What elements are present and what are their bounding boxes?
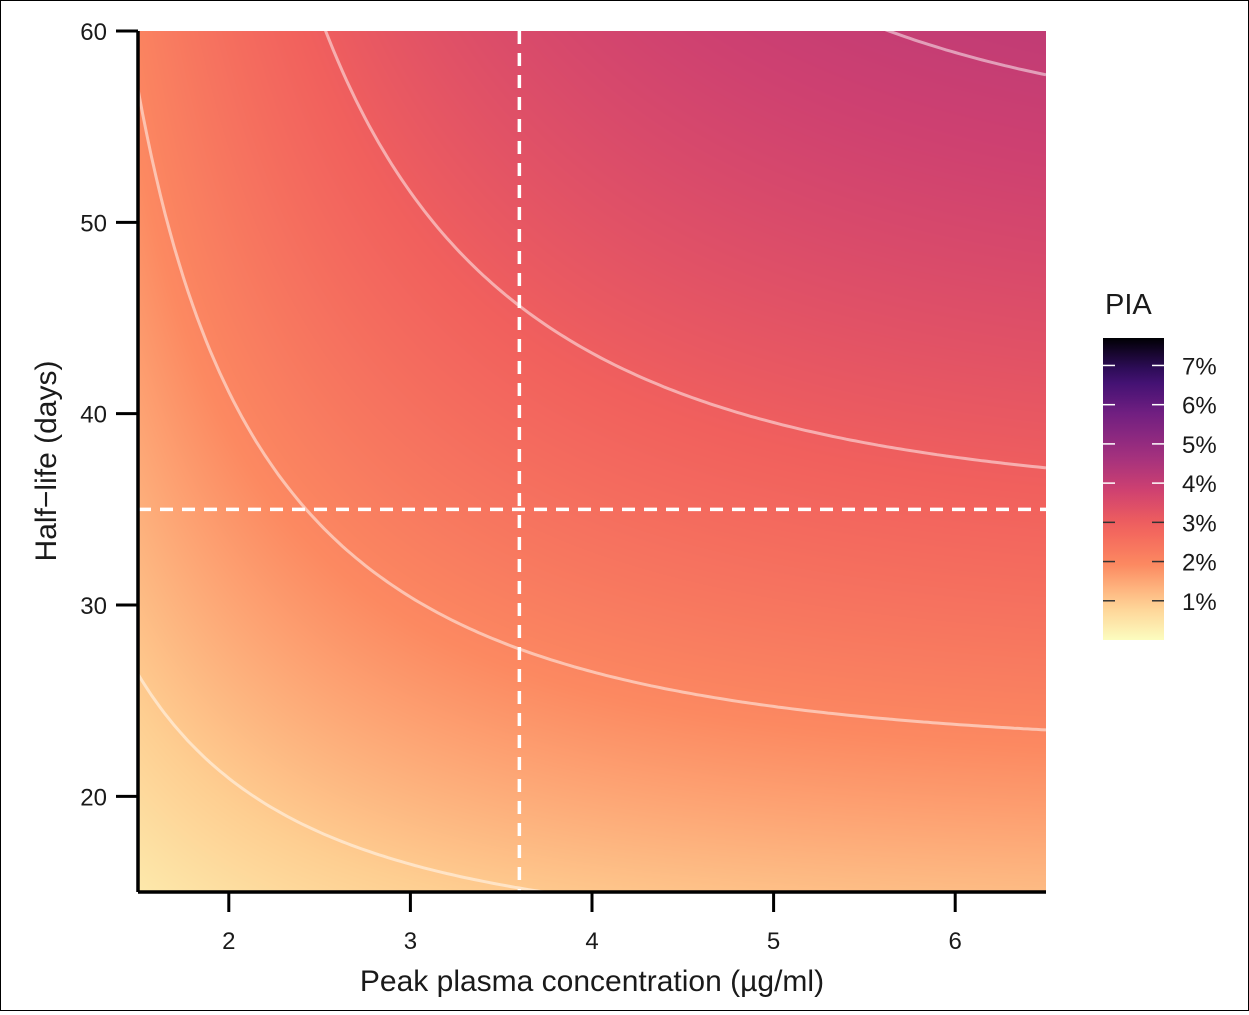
legend-colorbar [1103, 338, 1164, 640]
contour-line [138, 88, 1046, 732]
x-tick-label: 3 [404, 928, 417, 955]
y-tick-label: 50 [80, 210, 107, 237]
legend-label: 1% [1182, 589, 1217, 616]
y-tick-label: 40 [80, 402, 107, 429]
x-tick-label: 2 [222, 928, 235, 955]
x-tick-label: 5 [767, 928, 780, 955]
x-axis-title: Peak plasma concentration (µg/ml) [360, 965, 824, 998]
contour-line [884, 31, 1046, 77]
legend-title: PIA [1105, 289, 1152, 321]
y-axis-title: Half−life (days) [30, 361, 63, 562]
legend-label: 5% [1182, 432, 1217, 459]
legend-label: 7% [1182, 353, 1217, 380]
x-tick-label: 4 [585, 928, 598, 955]
reference-lines [138, 31, 1046, 892]
contour-line [324, 31, 1046, 470]
legend-label: 2% [1182, 550, 1217, 577]
heatmap-surface [138, 31, 1046, 892]
legend: PIA 1% 2% 3% 4% 5% 6% 7% [1103, 289, 1217, 640]
contour-lines [138, 31, 1046, 892]
contour-line [138, 673, 554, 892]
legend-label: 6% [1182, 393, 1217, 420]
y-tick-label: 60 [80, 19, 107, 46]
legend-label: 4% [1182, 471, 1217, 498]
legend-ticks: 1% 2% 3% 4% 5% 6% 7% [1103, 353, 1217, 616]
legend-label: 3% [1182, 510, 1217, 537]
y-tick-label: 30 [80, 593, 107, 620]
x-tick-label: 6 [949, 928, 962, 955]
y-axis-ticks: 20 30 40 50 60 [80, 19, 138, 811]
x-axis-ticks: 2 3 4 5 6 [222, 892, 962, 955]
y-tick-label: 20 [80, 784, 107, 811]
